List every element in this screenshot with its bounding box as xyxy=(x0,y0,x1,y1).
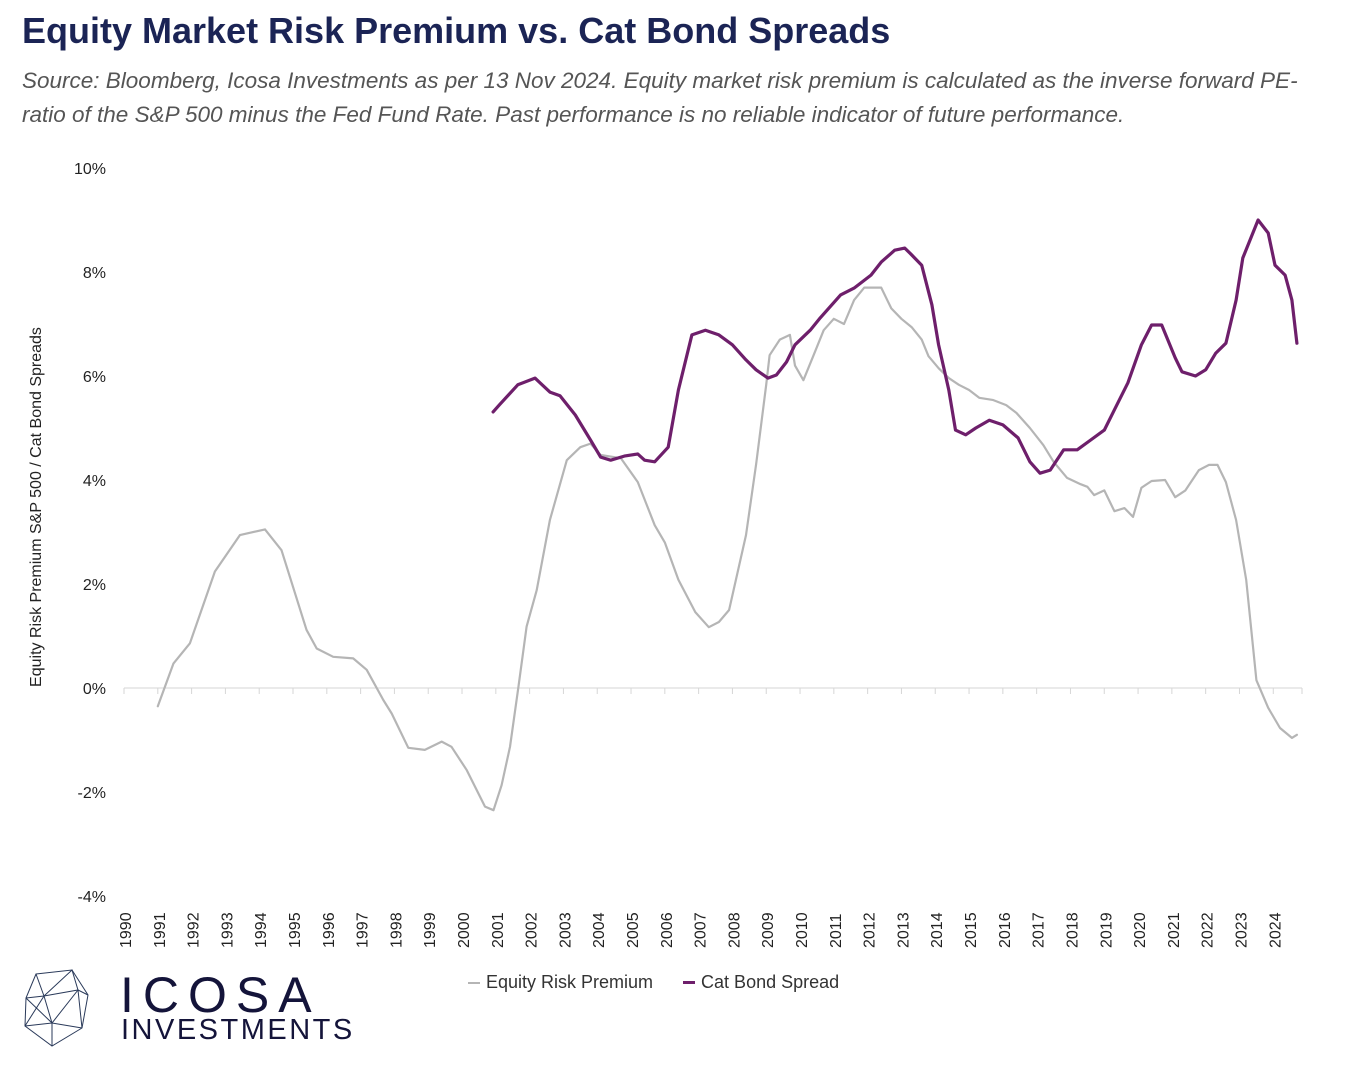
x-tick-label: 2024 xyxy=(1267,912,1284,948)
chart-title: Equity Market Risk Premium vs. Cat Bond … xyxy=(22,10,891,51)
x-tick-label: 2011 xyxy=(828,913,845,948)
y-tick-label: 4% xyxy=(83,473,106,490)
x-tick-label: 1990 xyxy=(118,912,135,948)
x-tick-label: 2004 xyxy=(591,912,608,948)
x-tick-label: 2021 xyxy=(1166,912,1183,948)
x-tick-label: 2017 xyxy=(1031,912,1048,948)
chart-area: -4% -2% 0% 2% 4% 6% 8% 10% 1990 1991 1992 1993 1994… xyxy=(28,161,1303,948)
equity-risk-premium-line xyxy=(156,286,1298,812)
legend-item-equity: Equity Risk Premium xyxy=(468,972,653,993)
x-tick-label: 2015 xyxy=(963,912,980,948)
x-tick-label: 1999 xyxy=(422,912,439,948)
logo-subtitle: INVESTMENTS xyxy=(121,1014,355,1046)
x-tick-label: 2006 xyxy=(659,912,676,948)
y-axis: -4% -2% 0% 2% 4% 6% 8% 10% xyxy=(74,161,106,906)
x-tick-label: 1995 xyxy=(287,912,304,948)
legend-item-cat: Cat Bond Spread xyxy=(683,972,839,993)
legend-label-equity: Equity Risk Premium xyxy=(486,972,654,992)
x-tick-label: 2007 xyxy=(693,912,710,948)
chart-subtitle: Source: Bloomberg, Icosa Investments as … xyxy=(22,68,1298,127)
icosa-logo-icon xyxy=(24,969,89,1047)
x-tick-label: 2014 xyxy=(929,912,946,948)
x-tick-label: 2018 xyxy=(1064,912,1081,948)
x-tick-label: 2019 xyxy=(1098,912,1115,948)
y-tick-label: 8% xyxy=(83,265,106,282)
y-tick-label: -4% xyxy=(78,889,106,906)
x-tick-label: 2013 xyxy=(895,912,912,948)
y-tick-label: -2% xyxy=(78,785,106,802)
x-tick-label: 2009 xyxy=(760,912,777,948)
x-tick-label: 2000 xyxy=(456,912,473,948)
x-tick-label: 2022 xyxy=(1200,912,1217,948)
x-tick-label: 2002 xyxy=(524,912,541,948)
x-tick-label: 1998 xyxy=(388,912,405,948)
x-tick-label: 2008 xyxy=(726,912,743,948)
x-tick-label: 1996 xyxy=(321,912,338,948)
legend-swatch-equity xyxy=(468,981,480,984)
x-tick-label: 2012 xyxy=(862,912,879,948)
x-tick-label: 2023 xyxy=(1233,912,1250,948)
x-tick-label: 2005 xyxy=(625,912,642,948)
x-tick-label: 1993 xyxy=(219,912,236,948)
x-tick-label: 2003 xyxy=(557,912,574,948)
y-axis-label: Equity Risk Premium S&P 500 / Cat Bond S… xyxy=(28,327,45,687)
y-tick-label: 6% xyxy=(83,369,106,386)
y-tick-label: 10% xyxy=(74,161,106,178)
legend: Equity Risk Premium Cat Bond Spread xyxy=(468,972,839,993)
x-tick-label: 2010 xyxy=(794,912,811,948)
x-tick-label: 2016 xyxy=(997,912,1014,948)
x-tick-label: 1991 xyxy=(152,912,169,948)
legend-label-cat: Cat Bond Spread xyxy=(701,972,840,992)
x-tick-label: 2020 xyxy=(1132,912,1149,948)
x-tick-label: 1994 xyxy=(253,912,270,948)
series-lines xyxy=(156,218,1299,812)
x-tick-label: 1997 xyxy=(355,912,372,948)
cat-bond-spread-line xyxy=(491,218,1299,475)
x-tick-label: 1992 xyxy=(186,912,203,948)
legend-swatch-cat xyxy=(683,981,696,984)
y-tick-label: 0% xyxy=(83,681,106,698)
logo-wordmark: ICOSA xyxy=(120,967,321,1023)
x-tick-label: 2001 xyxy=(490,912,507,948)
x-axis: 1990 1991 1992 1993 1994 1995 1996 1997 1998 1999… xyxy=(118,687,1303,948)
y-tick-label: 2% xyxy=(83,577,106,594)
